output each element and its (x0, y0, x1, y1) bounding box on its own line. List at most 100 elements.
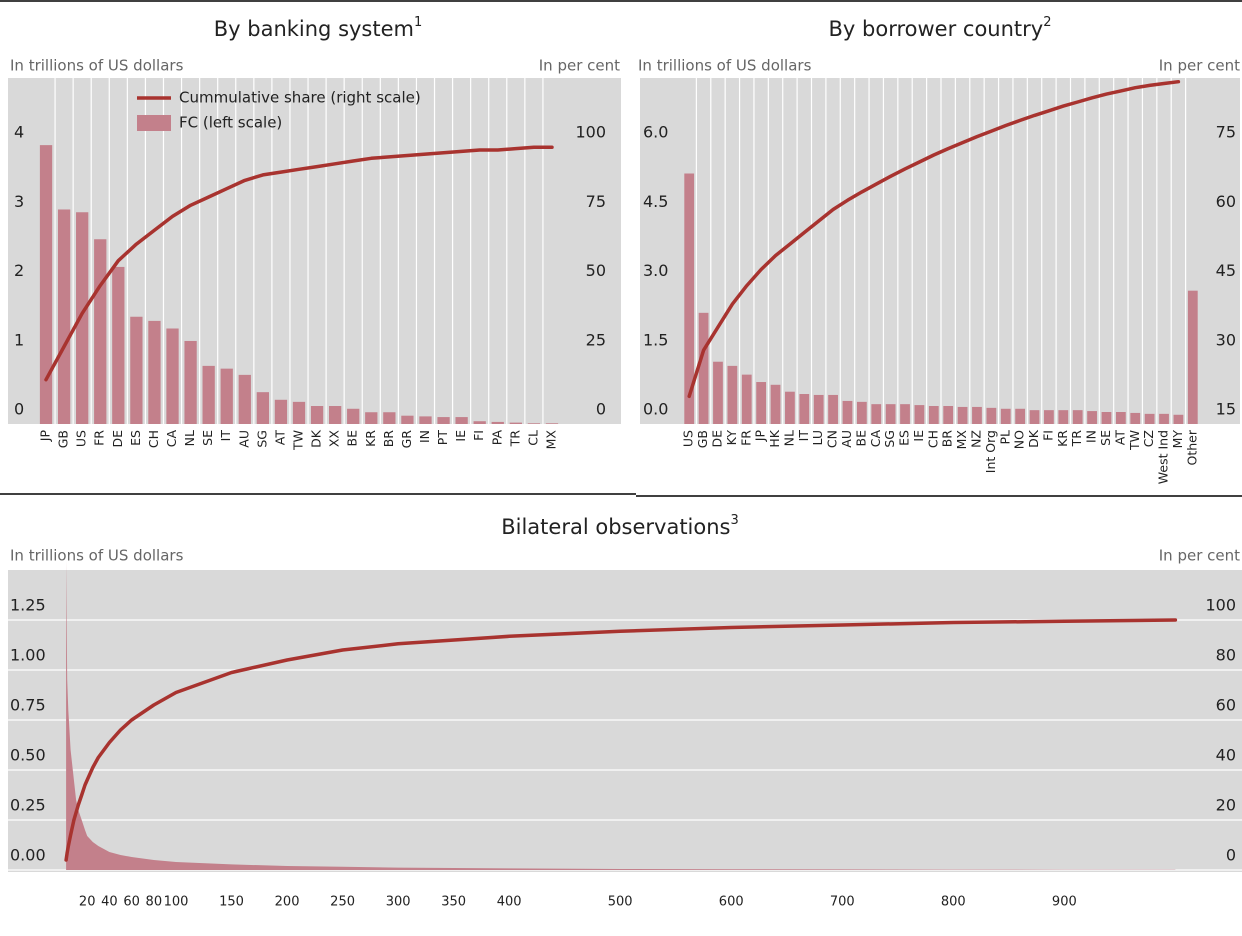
bar (756, 382, 767, 424)
x-tick-label: AU (236, 430, 251, 448)
bar (813, 394, 824, 424)
x-tick-label: TW (1127, 430, 1142, 451)
y-tick-label: 3.0 (643, 261, 668, 280)
x-tick-label: 800 (941, 895, 966, 910)
bar (1130, 412, 1141, 424)
title-footnote: 1 (414, 15, 422, 30)
x-tick-label: Int Org (983, 430, 998, 473)
bar (148, 320, 161, 424)
y2-tick-label: 25 (586, 330, 606, 349)
bar (885, 404, 896, 424)
x-tick-label: 60 (123, 895, 140, 910)
y-tick-label: 1.00 (10, 646, 46, 665)
bar (419, 416, 432, 424)
x-tick-label: 150 (219, 895, 244, 910)
x-tick-label: NL (781, 430, 796, 446)
bar (57, 209, 71, 424)
bar (1159, 413, 1169, 424)
x-tick-label: DK (309, 429, 324, 448)
y2-tick-label: 80 (1216, 646, 1236, 665)
y-tick-label: 3 (14, 192, 24, 211)
x-tick-label: PA (489, 430, 504, 446)
x-tick-label: DE (709, 430, 724, 448)
x-tick-label: 100 (164, 895, 189, 910)
x-tick-label: FI (1040, 430, 1055, 441)
y-tick-label: 1 (14, 330, 24, 349)
bar (437, 417, 450, 424)
bar (292, 401, 306, 424)
x-tick-label: SE (200, 430, 215, 446)
bar (986, 407, 997, 424)
bar (1115, 412, 1126, 424)
x-tick-label: CA (868, 430, 883, 448)
x-tick-label: TW (291, 430, 306, 451)
y2-axis-label: In per cent (539, 57, 620, 75)
x-tick-label: TR (1069, 430, 1084, 448)
legend-label: FC (left scale) (179, 114, 282, 132)
bar (491, 421, 504, 424)
x-tick-label: BR (381, 430, 396, 448)
bar (1000, 408, 1011, 424)
x-tick-label: CN (825, 430, 840, 448)
x-tick-label: MX (543, 430, 558, 450)
x-tick-label: LU (810, 430, 825, 446)
y2-tick-label: 20 (1216, 796, 1236, 815)
x-tick-label: 600 (719, 895, 744, 910)
bar (509, 422, 522, 424)
x-tick-label: FI (471, 430, 486, 441)
bar (1029, 410, 1040, 424)
bar (713, 361, 723, 424)
x-tick-label: BE (345, 430, 360, 447)
bar (1173, 414, 1184, 424)
x-tick-label: KR (1055, 430, 1070, 447)
bar (1044, 410, 1054, 424)
x-tick-label: PT (435, 430, 450, 446)
panel-title: Bilateral observations3 (501, 513, 739, 540)
bar (365, 412, 378, 424)
y-tick-label: 6.0 (643, 123, 668, 142)
x-tick-label: MY (1170, 430, 1185, 449)
bar (1015, 408, 1026, 424)
y2-tick-label: 45 (1216, 261, 1236, 280)
bar (274, 399, 288, 424)
bar (900, 404, 910, 424)
y-tick-label: 0.50 (10, 746, 46, 765)
x-tick-label: FR (92, 430, 107, 446)
y-axis-label: In trillions of US dollars (638, 57, 812, 75)
y2-tick-label: 0 (596, 400, 606, 419)
bar (527, 423, 541, 424)
x-tick-label: KY (724, 430, 739, 446)
bar (943, 406, 954, 424)
y-tick-label: 0.00 (10, 846, 46, 865)
bar (871, 404, 882, 424)
y2-tick-label: 75 (1216, 123, 1236, 142)
bar (914, 405, 925, 424)
x-tick-label: 700 (830, 895, 855, 910)
x-tick-label: KR (363, 430, 378, 447)
x-tick-label: JP (753, 430, 768, 443)
x-tick-label: HK (767, 429, 782, 447)
x-tick-label: US (681, 430, 696, 447)
y-axis-label: In trillions of US dollars (10, 57, 184, 75)
x-tick-label: West Ind (1156, 430, 1171, 484)
bar (828, 394, 838, 424)
plot-background (8, 570, 1242, 872)
bar (741, 374, 752, 424)
line (44, 145, 554, 382)
bar (220, 368, 233, 424)
x-tick-label: 300 (386, 895, 411, 910)
bar (770, 384, 781, 424)
bar (1101, 412, 1112, 424)
x-tick-label: JP (38, 430, 53, 443)
y-tick-label: 0 (14, 400, 24, 419)
bar (1087, 411, 1097, 424)
bar (94, 239, 107, 424)
x-tick-label: AU (839, 430, 854, 448)
bar (256, 392, 270, 424)
bar (799, 394, 810, 424)
y-tick-label: 0.0 (643, 400, 668, 419)
bar (184, 340, 197, 424)
bar (455, 417, 468, 424)
x-tick-label: IN (417, 430, 432, 443)
title-footnote: 2 (1043, 15, 1051, 30)
